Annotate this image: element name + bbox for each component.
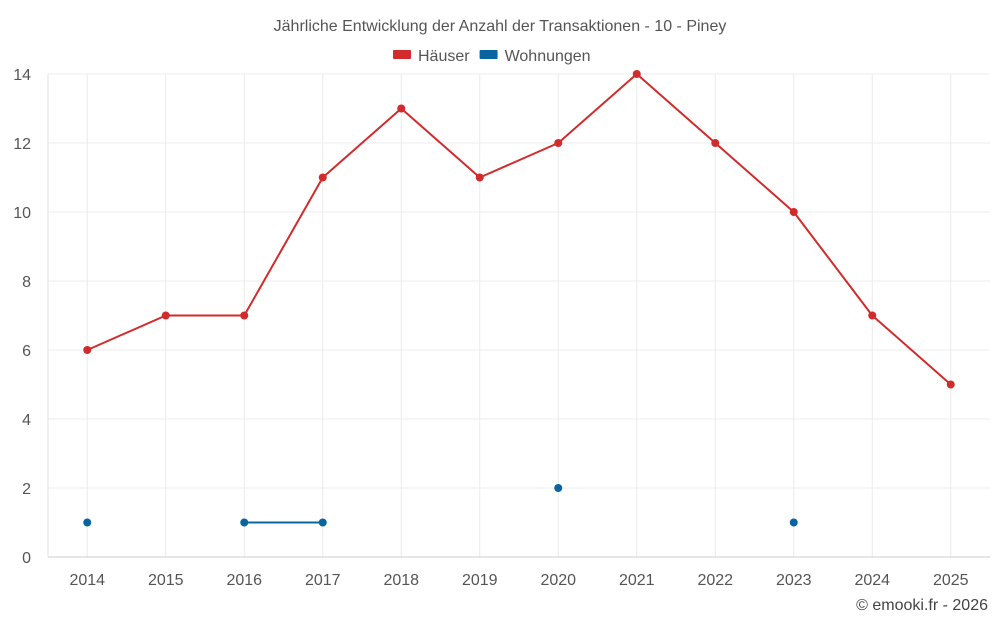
x-tick-label: 2023 bbox=[776, 572, 812, 589]
x-tick-label: 2019 bbox=[462, 572, 498, 589]
chart-title: Jährliche Entwicklung der Anzahl der Tra… bbox=[274, 18, 727, 35]
y-tick-label: 4 bbox=[22, 412, 31, 429]
legend-item-haeuser[interactable]: Häuser bbox=[393, 48, 470, 65]
series-wohnungen-point bbox=[318, 518, 327, 527]
series-group bbox=[83, 70, 955, 527]
y-tick-label: 6 bbox=[22, 343, 31, 360]
series-haeuser-segment bbox=[322, 107, 402, 179]
y-tick-label: 10 bbox=[13, 205, 31, 222]
x-tick-label: 2018 bbox=[383, 572, 419, 589]
y-tick-label: 14 bbox=[13, 67, 31, 84]
x-tick-label: 2015 bbox=[148, 572, 184, 589]
x-tick-label: 2016 bbox=[226, 572, 262, 589]
series-haeuser-point bbox=[161, 311, 170, 320]
x-tick-label: 2014 bbox=[69, 572, 105, 589]
series-haeuser-point bbox=[475, 173, 484, 182]
legend-label-haeuser: Häuser bbox=[418, 48, 470, 65]
y-tick-label: 8 bbox=[22, 274, 31, 291]
series-haeuser-segment bbox=[636, 73, 716, 144]
series-haeuser-point bbox=[632, 70, 641, 78]
series-haeuser bbox=[83, 70, 955, 389]
legend-item-wohnungen[interactable]: Wohnungen bbox=[479, 48, 591, 65]
series-haeuser-point bbox=[318, 173, 327, 182]
series-wohnungen-point bbox=[240, 518, 249, 527]
x-tick-label: 2022 bbox=[697, 572, 733, 589]
series-haeuser-point bbox=[397, 104, 406, 113]
legend-label-wohnungen: Wohnungen bbox=[505, 48, 591, 65]
series-wohnungen-point bbox=[789, 518, 798, 527]
series-haeuser-segment bbox=[792, 211, 874, 317]
footer-credit: © emooki.fr - 2026 bbox=[856, 597, 988, 614]
series-haeuser-point bbox=[83, 346, 92, 354]
legend: Häuser Wohnungen bbox=[393, 48, 591, 65]
series-wohnungen-point bbox=[83, 518, 92, 527]
series-haeuser-segment bbox=[714, 142, 795, 213]
series-wohnungen-point bbox=[554, 484, 563, 492]
x-tick-label: 2024 bbox=[854, 572, 890, 589]
x-tick-label: 2017 bbox=[305, 572, 341, 589]
x-tick-label: 2021 bbox=[619, 572, 655, 589]
axes: 0 2 4 6 8 10 12 14 2014 2015 2016 2017 2018 2019 2020 2… bbox=[13, 67, 990, 589]
series-haeuser-point bbox=[868, 311, 877, 320]
y-tick-label: 12 bbox=[13, 136, 31, 153]
series-haeuser-segment bbox=[400, 107, 481, 179]
series-haeuser-segment bbox=[557, 73, 638, 144]
series-haeuser-point bbox=[711, 139, 720, 147]
legend-swatch-haeuser bbox=[393, 50, 411, 59]
series-haeuser-segment bbox=[243, 177, 324, 316]
series-haeuser-segment bbox=[479, 142, 559, 179]
series-haeuser-segment bbox=[871, 314, 952, 386]
y-tick-label: 0 bbox=[22, 550, 31, 567]
series-haeuser-segment bbox=[86, 314, 167, 351]
y-tick-label: 2 bbox=[22, 481, 31, 498]
x-tick-label: 2020 bbox=[540, 572, 576, 589]
series-haeuser-point bbox=[946, 380, 955, 389]
series-haeuser-point bbox=[554, 139, 563, 147]
series-haeuser-point bbox=[789, 208, 798, 216]
legend-swatch-wohnungen bbox=[479, 50, 498, 59]
x-tick-label: 2025 bbox=[933, 572, 969, 589]
series-wohnungen bbox=[83, 484, 798, 527]
series-haeuser-point bbox=[240, 311, 249, 320]
